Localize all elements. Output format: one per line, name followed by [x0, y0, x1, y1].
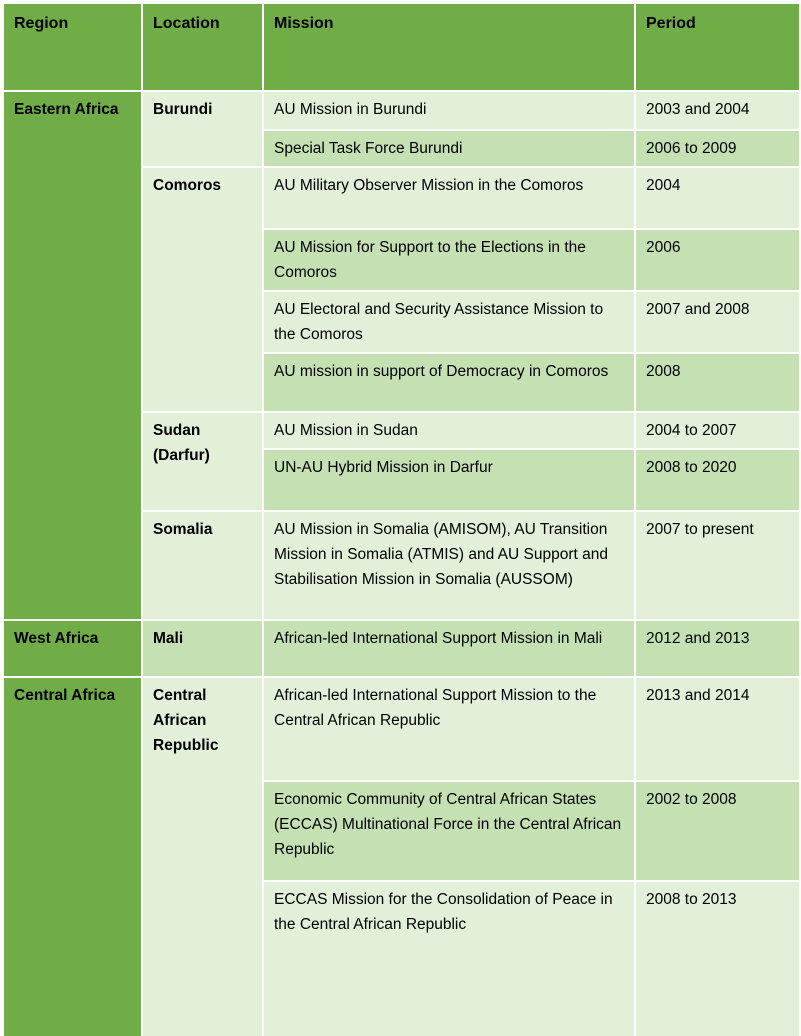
- column-header-mission: Mission: [262, 2, 636, 92]
- period-cell: 2006: [634, 228, 801, 292]
- table-row: Economic Community of Central African St…: [3, 780, 801, 882]
- period-cell: 2007 and 2008: [634, 290, 801, 354]
- table-row: Comoros AU Military Observer Mission in …: [3, 166, 801, 413]
- column-header-location: Location: [141, 2, 264, 92]
- location-cell-sudan-darfur: Sudan (Darfur): [141, 411, 264, 512]
- location-cell-somalia: Somalia: [141, 510, 264, 621]
- mission-cell: Economic Community of Central African St…: [262, 780, 636, 882]
- mission-cell: AU Mission in Burundi: [262, 90, 636, 131]
- location-cell-central-african-republic: Central African Republic: [141, 676, 264, 1036]
- period-cell: 2004 to 2007: [634, 411, 801, 450]
- period-cell: 2004: [634, 166, 801, 230]
- period-cell: 2008 to 2013: [634, 880, 801, 1036]
- region-cell-central-africa: Central Africa: [2, 676, 143, 1036]
- mission-cell: African-led International Support Missio…: [262, 676, 636, 782]
- column-header-region: Region: [2, 2, 143, 92]
- table-row: AU mission in support of Democracy in Co…: [3, 352, 801, 413]
- period-cell: 2002 to 2008: [634, 780, 801, 882]
- table-row: Somalia AU Mission in Somalia (AMISOM), …: [3, 510, 801, 621]
- mission-cell: AU mission in support of Democracy in Co…: [262, 352, 636, 413]
- table-row: Central Africa Central African Republic …: [2, 676, 801, 1036]
- mission-cell: African-led International Support Missio…: [262, 619, 636, 678]
- mission-cell: UN-AU Hybrid Mission in Darfur: [262, 448, 636, 512]
- location-cell-mali: Mali: [141, 619, 264, 678]
- mission-cell: ECCAS Mission for the Consolidation of P…: [262, 880, 636, 1036]
- mission-cell: Special Task Force Burundi: [262, 129, 636, 168]
- period-cell: 2012 and 2013: [634, 619, 801, 678]
- table-row: West Africa Mali African-led Internation…: [2, 619, 801, 678]
- period-cell: 2008 to 2020: [634, 448, 801, 512]
- table-row: Sudan (Darfur) AU Mission in Sudan 2004 …: [3, 411, 801, 512]
- period-cell: 2003 and 2004: [634, 90, 801, 131]
- region-cell-west-africa: West Africa: [2, 619, 143, 678]
- column-header-period: Period: [634, 2, 801, 92]
- table-row: AU Electoral and Security Assistance Mis…: [3, 290, 801, 354]
- table-row: Eastern Africa Burundi AU Mission in Bur…: [2, 90, 801, 621]
- mission-cell: AU Mission in Somalia (AMISOM), AU Trans…: [262, 510, 636, 621]
- table-row: Special Task Force Burundi 2006 to 2009: [3, 129, 801, 168]
- period-cell: 2007 to present: [634, 510, 801, 621]
- mission-cell: AU Military Observer Mission in the Como…: [262, 166, 636, 230]
- location-cell-burundi: Burundi: [141, 90, 264, 168]
- mission-cell: AU Mission in Sudan: [262, 411, 636, 450]
- region-cell-eastern-africa: Eastern Africa: [2, 90, 143, 621]
- period-cell: 2006 to 2009: [634, 129, 801, 168]
- header-row: Region Location Mission Period: [2, 2, 801, 92]
- period-cell: 2013 and 2014: [634, 676, 801, 782]
- table-row: UN-AU Hybrid Mission in Darfur 2008 to 2…: [3, 448, 801, 512]
- mission-cell: AU Electoral and Security Assistance Mis…: [262, 290, 636, 354]
- mission-cell: AU Mission for Support to the Elections …: [262, 228, 636, 292]
- period-cell: 2008: [634, 352, 801, 413]
- table-row: ECCAS Mission for the Consolidation of P…: [3, 880, 801, 1036]
- table-row: AU Mission for Support to the Elections …: [3, 228, 801, 292]
- location-cell-comoros: Comoros: [141, 166, 264, 413]
